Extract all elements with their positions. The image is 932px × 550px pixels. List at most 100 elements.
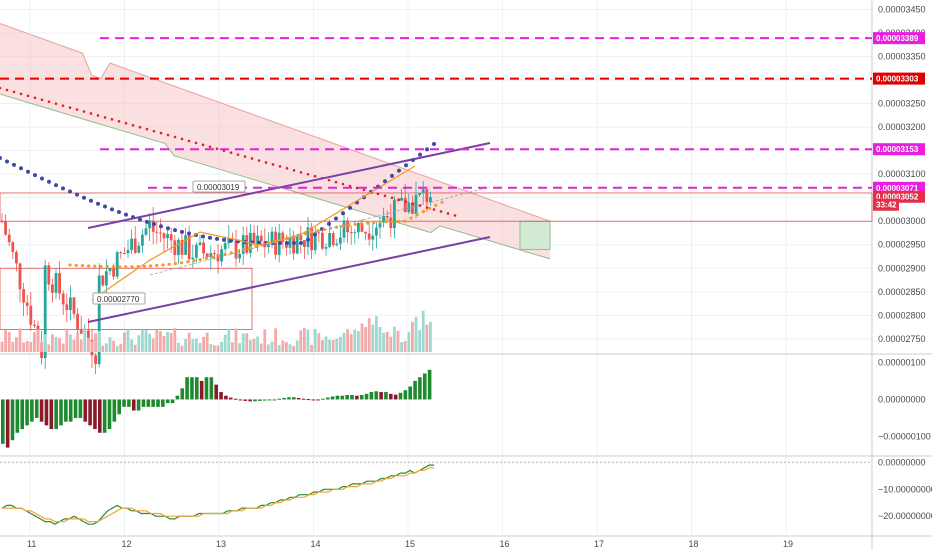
- macd-bar: [393, 394, 398, 400]
- macd-bar: [272, 399, 277, 401]
- volume-bar: [191, 338, 195, 352]
- volume-bar: [58, 338, 61, 352]
- ma-dot-slow: [75, 192, 79, 197]
- candle-body: [144, 228, 148, 235]
- trend-dot: [145, 127, 149, 131]
- trend-dot: [110, 118, 114, 121]
- price-tag-label: 0.00003303: [876, 75, 919, 84]
- trend-dot: [5, 88, 9, 92]
- candle-body: [252, 232, 256, 244]
- cloud-span-b: [0, 93, 551, 260]
- ichimoku-cloud: [0, 23, 550, 259]
- volume-bar: [267, 344, 270, 352]
- trend-dot: [166, 133, 170, 137]
- price-tag: [873, 198, 899, 211]
- volume-bar: [292, 345, 295, 352]
- ma-dot-fast: [173, 261, 177, 266]
- macd-bar: [369, 392, 374, 400]
- ma-dot-fast: [229, 251, 233, 255]
- trend-dot: [278, 165, 282, 168]
- candle-body: [195, 244, 198, 258]
- ma-dot-slow: [404, 163, 408, 168]
- ma-dot-slow: [173, 228, 177, 233]
- macd-bar: [88, 399, 92, 426]
- candle-body: [202, 242, 205, 254]
- volume-bar: [364, 327, 367, 352]
- macd-bar: [122, 399, 126, 407]
- macd-bar: [219, 392, 223, 400]
- macd-bar: [117, 399, 121, 415]
- ma-dot-fast: [366, 221, 370, 225]
- candle-body: [162, 233, 166, 239]
- trend-dot: [75, 108, 79, 111]
- macd-bar: [10, 399, 15, 441]
- macd-bar: [20, 399, 24, 430]
- ma-dot-slow: [152, 222, 156, 227]
- macd-bar: [248, 399, 252, 402]
- price-tick-label: 0.00002900: [878, 263, 926, 273]
- macd-bar: [39, 399, 44, 422]
- volume-bar: [43, 334, 47, 352]
- macd-bar: [233, 398, 238, 400]
- volume-bar: [155, 329, 159, 352]
- candle-body: [425, 189, 429, 203]
- macd-bar: [199, 380, 204, 400]
- trend-dot: [229, 151, 233, 154]
- macd-bar: [161, 399, 165, 407]
- time-tick-label: 11: [27, 539, 36, 549]
- ma-dot-fast: [186, 260, 190, 264]
- trend-dot: [411, 202, 415, 205]
- candle-body: [353, 232, 357, 234]
- candle-body: [357, 223, 360, 233]
- candle-body: [414, 194, 418, 214]
- volume-bar: [47, 344, 51, 352]
- ma-dot-fast: [111, 265, 115, 269]
- macd-bar: [83, 399, 88, 422]
- macd-bar: [107, 399, 112, 430]
- trend-dot: [306, 172, 310, 176]
- volume-bar: [306, 329, 310, 352]
- trend-dot: [187, 139, 191, 143]
- candle-body: [328, 233, 331, 247]
- candle-body: [213, 253, 216, 255]
- cloud-span-a: [0, 23, 551, 222]
- candle-body: [259, 235, 263, 242]
- macd-bar: [408, 386, 412, 400]
- macd-bar: [243, 399, 248, 401]
- ma-dot-fast: [99, 264, 103, 269]
- candle-body: [22, 289, 25, 303]
- volume-bar: [18, 328, 22, 352]
- volume-bar: [108, 337, 112, 352]
- ma-dot-slow: [82, 195, 86, 200]
- trend-dot: [404, 200, 408, 203]
- median-line: [149, 186, 491, 276]
- ma-dot-fast: [204, 256, 208, 261]
- candle-body: [112, 268, 115, 277]
- candle-body: [87, 330, 90, 341]
- candle-body: [324, 246, 328, 249]
- candle-body: [256, 235, 259, 244]
- macd-bar: [262, 399, 267, 401]
- volume-bar: [162, 336, 166, 352]
- trend-dot: [61, 104, 65, 107]
- volume-bar: [421, 310, 425, 352]
- ma-dot-slow: [327, 221, 331, 226]
- macd-bar: [78, 399, 83, 418]
- ma-dot-fast: [322, 227, 326, 232]
- candle-body: [33, 324, 36, 326]
- price-tag: [873, 32, 925, 45]
- volume-bar: [339, 336, 342, 352]
- candle-body: [126, 250, 130, 254]
- volume-bar: [141, 329, 144, 352]
- ma-dot-slow: [397, 168, 401, 173]
- volume-bar: [205, 332, 209, 352]
- ma-dot-slow: [299, 241, 303, 245]
- candle-body: [151, 220, 155, 232]
- price-tag: [873, 72, 925, 85]
- macd-bar: [170, 399, 175, 404]
- candle-body: [220, 249, 223, 262]
- macd-bar: [287, 397, 291, 400]
- volume-bar: [245, 333, 249, 352]
- candle-body: [389, 217, 393, 229]
